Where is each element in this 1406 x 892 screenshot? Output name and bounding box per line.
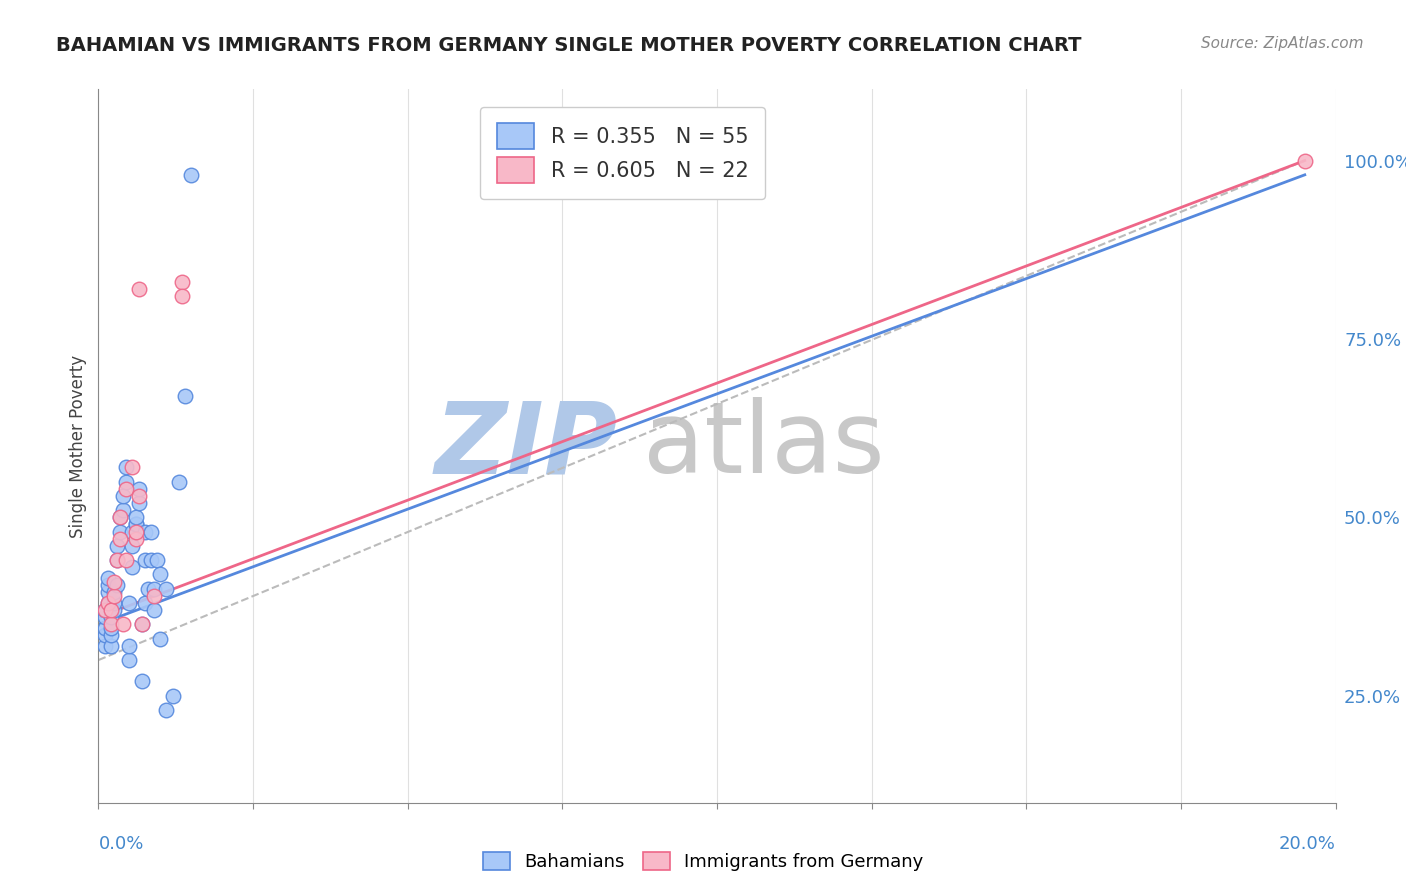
Point	[124, 532, 146, 546]
Point	[170, 275, 193, 289]
Point	[97, 578, 120, 592]
Point	[118, 639, 141, 653]
Point	[167, 475, 190, 489]
Point	[146, 553, 169, 567]
Point	[93, 603, 115, 617]
Point	[97, 596, 120, 610]
Point	[143, 582, 166, 596]
Text: 20.0%: 20.0%	[1279, 835, 1336, 853]
Point	[155, 582, 177, 596]
Text: ZIP: ZIP	[434, 398, 619, 494]
Point	[124, 510, 146, 524]
Point	[115, 482, 138, 496]
Point	[118, 596, 141, 610]
Point	[1294, 153, 1316, 168]
Legend: R = 0.355   N = 55, R = 0.605   N = 22: R = 0.355 N = 55, R = 0.605 N = 22	[479, 107, 765, 199]
Point	[128, 482, 150, 496]
Point	[108, 524, 131, 539]
Point	[121, 460, 143, 475]
Point	[100, 617, 122, 632]
Legend: Bahamians, Immigrants from Germany: Bahamians, Immigrants from Germany	[475, 845, 931, 879]
Text: BAHAMIAN VS IMMIGRANTS FROM GERMANY SINGLE MOTHER POVERTY CORRELATION CHART: BAHAMIAN VS IMMIGRANTS FROM GERMANY SING…	[56, 36, 1081, 54]
Point	[108, 532, 131, 546]
Point	[149, 567, 172, 582]
Point	[93, 603, 115, 617]
Point	[155, 703, 177, 717]
Point	[115, 553, 138, 567]
Point	[134, 596, 156, 610]
Point	[93, 639, 115, 653]
Point	[139, 553, 162, 567]
Point	[112, 617, 135, 632]
Point	[143, 603, 166, 617]
Point	[121, 539, 143, 553]
Point	[124, 517, 146, 532]
Point	[105, 553, 128, 567]
Point	[103, 596, 125, 610]
Point	[93, 628, 115, 642]
Point	[103, 574, 125, 589]
Point	[180, 168, 202, 182]
Point	[121, 524, 143, 539]
Point	[100, 610, 122, 624]
Point	[97, 596, 120, 610]
Point	[143, 589, 166, 603]
Point	[105, 539, 128, 553]
Point	[112, 489, 135, 503]
Point	[108, 510, 131, 524]
Point	[112, 503, 135, 517]
Point	[118, 653, 141, 667]
Point	[108, 510, 131, 524]
Point	[93, 610, 115, 624]
Point	[139, 524, 162, 539]
Point	[128, 496, 150, 510]
Point	[124, 517, 146, 532]
Point	[136, 582, 159, 596]
Point	[93, 621, 115, 635]
Point	[103, 589, 125, 603]
Point	[124, 524, 146, 539]
Point	[149, 632, 172, 646]
Point	[103, 585, 125, 599]
Point	[100, 603, 122, 617]
Point	[170, 289, 193, 303]
Point	[97, 585, 120, 599]
Text: atlas: atlas	[643, 398, 884, 494]
Point	[121, 560, 143, 574]
Point	[100, 628, 122, 642]
Point	[105, 553, 128, 567]
Point	[131, 674, 153, 689]
Point	[115, 460, 138, 475]
Point	[131, 617, 153, 632]
Point	[103, 603, 125, 617]
Point	[115, 475, 138, 489]
Point	[128, 489, 150, 503]
Point	[100, 639, 122, 653]
Text: Source: ZipAtlas.com: Source: ZipAtlas.com	[1201, 36, 1364, 51]
Text: 0.0%: 0.0%	[98, 835, 143, 853]
Point	[105, 578, 128, 592]
Point	[131, 617, 153, 632]
Point	[162, 689, 184, 703]
Point	[97, 571, 120, 585]
Point	[174, 389, 197, 403]
Point	[134, 524, 156, 539]
Point	[134, 553, 156, 567]
Y-axis label: Single Mother Poverty: Single Mother Poverty	[69, 354, 87, 538]
Point	[100, 621, 122, 635]
Point	[128, 282, 150, 296]
